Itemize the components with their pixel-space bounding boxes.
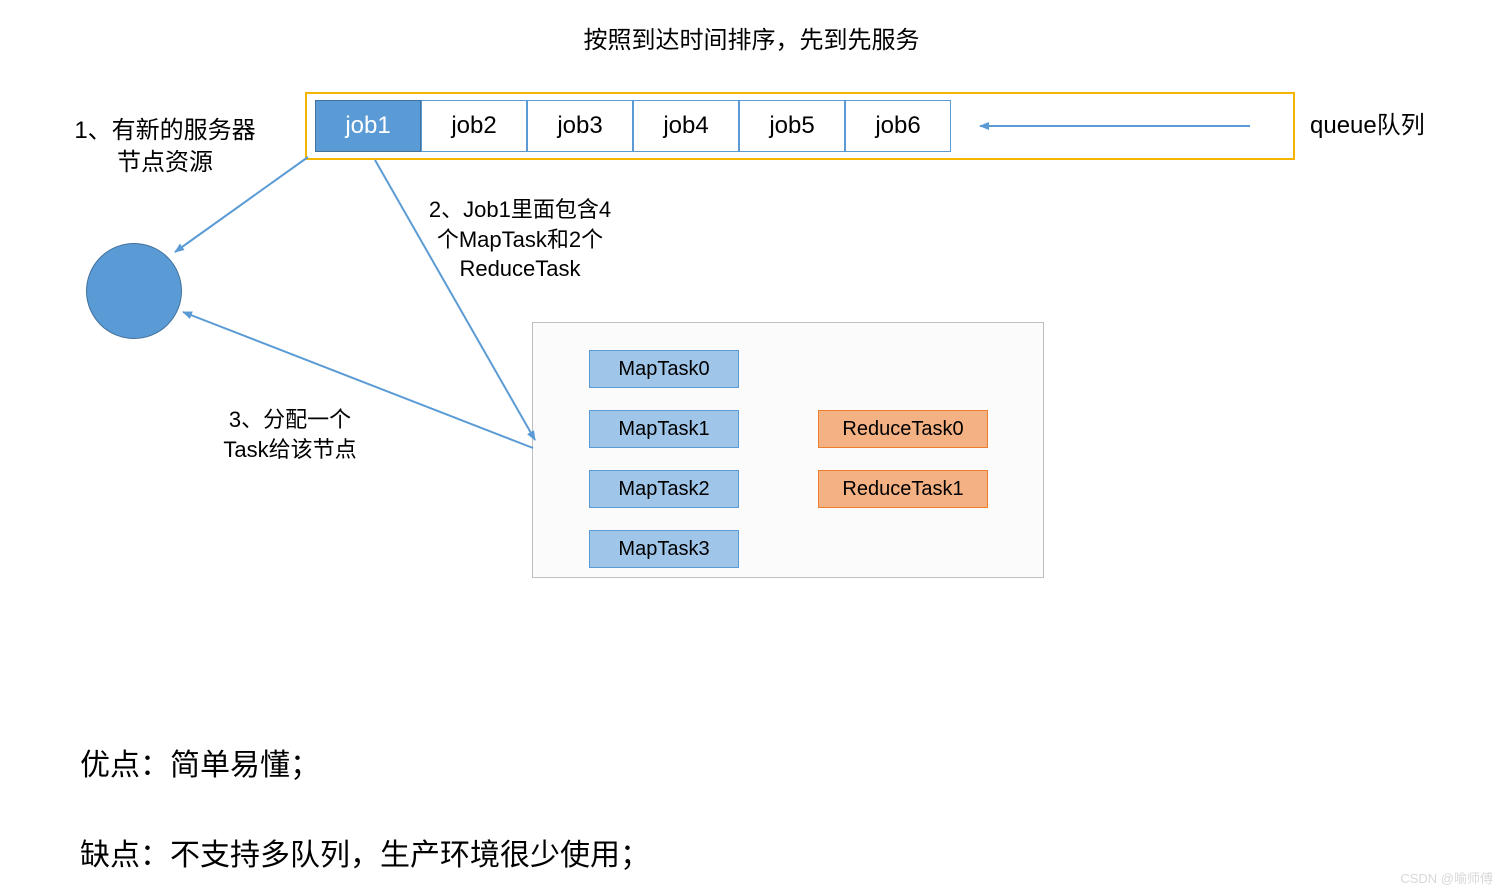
server-node-circle — [86, 243, 182, 339]
job-cell-5: job5 — [739, 100, 845, 152]
label-2-line2: 个MapTask和2个 — [437, 227, 603, 252]
maptask-1: MapTask1 — [589, 410, 739, 448]
label-2: 2、Job1里面包含4 个MapTask和2个 ReduceTask — [400, 195, 640, 284]
maptask-3: MapTask3 — [589, 530, 739, 568]
reducetask-0: ReduceTask0 — [818, 410, 988, 448]
job-cell-2: job2 — [421, 100, 527, 152]
diagram-title: 按照到达时间排序，先到先服务 — [0, 20, 1503, 55]
label-3-line1: 3、分配一个 — [229, 407, 351, 432]
label-1-line2: 节点资源 — [117, 149, 213, 176]
job-cell-1: job1 — [315, 100, 421, 152]
label-3-line2: Task给该节点 — [223, 437, 356, 462]
disadvantage-text: 缺点：不支持多队列，生产环境很少使用； — [80, 830, 650, 874]
label-1-line1: 1、有新的服务器 — [74, 117, 255, 144]
maptask-0: MapTask0 — [589, 350, 739, 388]
maptask-2: MapTask2 — [589, 470, 739, 508]
label-2-line3: ReduceTask — [459, 256, 580, 281]
job-cell-4: job4 — [633, 100, 739, 152]
advantage-text: 优点：简单易懂； — [80, 740, 320, 784]
job-cell-6: job6 — [845, 100, 951, 152]
queue-label: queue队列 — [1310, 110, 1425, 142]
watermark: CSDN @喻师傅 — [1400, 868, 1493, 887]
label-3: 3、分配一个 Task给该节点 — [195, 405, 385, 464]
reducetask-1: ReduceTask1 — [818, 470, 988, 508]
label-1: 1、有新的服务器 节点资源 — [40, 115, 290, 180]
job-cell-3: job3 — [527, 100, 633, 152]
label-2-line1: 2、Job1里面包含4 — [429, 197, 611, 222]
